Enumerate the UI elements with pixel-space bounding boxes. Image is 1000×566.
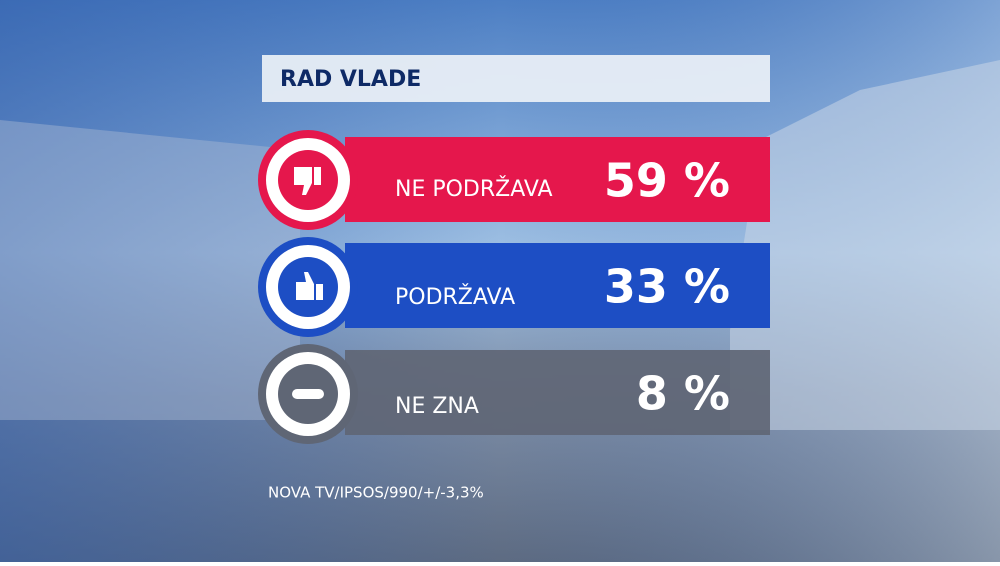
row-approve: PODRŽAVA 33 %	[258, 237, 770, 337]
row-unknown: NE ZNA 8 %	[258, 344, 770, 444]
row-label: PODRŽAVA	[395, 284, 515, 310]
title-bar	[262, 55, 770, 102]
title: RAD VLADE	[280, 67, 421, 92]
row-label: NE ZNA	[395, 394, 479, 419]
row-panel	[345, 243, 770, 328]
thumb-down-icon	[294, 167, 321, 195]
source: NOVA TV/IPSOS/990/+/-3,3%	[268, 484, 484, 502]
row-value: 8 %	[636, 367, 730, 421]
building-shape	[0, 120, 300, 420]
row-value: 33 %	[604, 260, 730, 314]
row-panel	[345, 137, 770, 222]
thumb-up-icon	[296, 272, 323, 300]
row-label: NE PODRŽAVA	[395, 176, 553, 202]
row-panel	[345, 350, 770, 435]
row-value: 59 %	[604, 154, 730, 208]
church-shape	[730, 60, 1000, 430]
minus-icon	[292, 389, 324, 399]
row-disapprove: NE PODRŽAVA 59 %	[258, 130, 770, 230]
